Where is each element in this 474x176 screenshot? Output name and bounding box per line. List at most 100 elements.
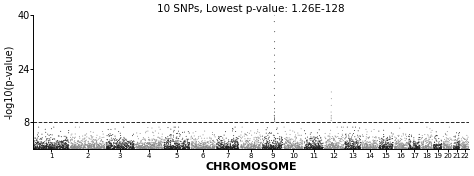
Point <box>316 147 323 150</box>
Point <box>337 135 345 138</box>
Point <box>366 147 374 149</box>
Point <box>139 147 146 150</box>
Point <box>455 147 462 150</box>
Point <box>51 145 59 148</box>
Point <box>37 146 45 149</box>
Point <box>365 136 373 139</box>
Point <box>219 143 227 146</box>
Point <box>51 145 59 148</box>
Point <box>446 147 454 149</box>
Point <box>232 147 240 150</box>
Point <box>238 146 246 149</box>
Point <box>352 138 360 140</box>
Point <box>122 147 130 150</box>
Point <box>257 141 264 144</box>
Point <box>370 140 377 143</box>
Point <box>165 147 173 150</box>
Point <box>63 142 71 145</box>
Point <box>273 143 280 146</box>
Point <box>452 139 459 141</box>
Point <box>85 137 92 139</box>
Point <box>252 147 259 150</box>
Point <box>268 146 276 149</box>
Point <box>90 147 98 150</box>
Point <box>253 136 261 139</box>
Point <box>356 127 364 129</box>
Point <box>138 144 146 147</box>
Point <box>143 146 150 148</box>
Point <box>72 126 79 128</box>
Point <box>42 135 49 138</box>
Point <box>257 141 265 144</box>
Point <box>124 140 131 143</box>
Point <box>370 139 377 142</box>
Point <box>202 147 210 150</box>
Point <box>56 145 64 148</box>
Point <box>78 144 85 147</box>
Point <box>63 137 71 139</box>
Point <box>243 145 250 148</box>
Point <box>173 142 181 145</box>
Point <box>120 142 128 145</box>
Point <box>69 147 76 150</box>
Point <box>91 147 98 150</box>
Point <box>362 142 370 145</box>
Point <box>205 146 212 149</box>
Point <box>416 146 423 149</box>
Point <box>163 140 171 143</box>
Point <box>106 141 114 144</box>
Point <box>349 146 357 148</box>
Point <box>127 142 134 145</box>
Point <box>315 147 322 150</box>
Point <box>169 144 177 147</box>
Point <box>188 142 195 145</box>
Point <box>150 142 158 145</box>
Point <box>64 143 71 146</box>
Point <box>437 147 444 150</box>
Point <box>193 145 201 148</box>
Point <box>454 141 462 144</box>
Point <box>49 146 57 148</box>
Point <box>142 147 150 150</box>
Point <box>464 147 471 150</box>
Point <box>451 147 459 150</box>
Point <box>114 146 122 149</box>
Point <box>213 146 220 149</box>
Point <box>142 147 149 150</box>
Point <box>123 145 130 148</box>
Point <box>81 134 89 137</box>
Point <box>402 146 410 149</box>
Point <box>319 146 326 149</box>
Point <box>106 146 113 149</box>
Point <box>54 139 61 142</box>
Point <box>70 143 77 146</box>
Point <box>296 147 303 150</box>
Point <box>74 145 82 148</box>
Point <box>285 138 293 141</box>
Point <box>222 145 230 148</box>
Point <box>115 146 123 149</box>
Point <box>206 136 214 139</box>
Point <box>190 145 197 147</box>
Point <box>122 141 129 144</box>
Point <box>370 141 378 144</box>
Point <box>61 142 68 145</box>
Point <box>237 139 245 142</box>
Point <box>95 147 102 150</box>
Point <box>272 137 279 140</box>
Point <box>164 141 171 143</box>
Point <box>345 142 353 144</box>
Point <box>105 147 112 149</box>
Point <box>79 146 87 148</box>
Point <box>100 146 108 148</box>
Point <box>33 147 40 149</box>
Point <box>327 147 335 150</box>
Point <box>321 146 329 148</box>
Point <box>396 147 403 150</box>
Point <box>104 146 112 148</box>
Point <box>166 145 173 148</box>
Point <box>249 147 256 150</box>
Point <box>281 145 288 148</box>
Point <box>454 146 461 148</box>
Point <box>219 146 227 149</box>
